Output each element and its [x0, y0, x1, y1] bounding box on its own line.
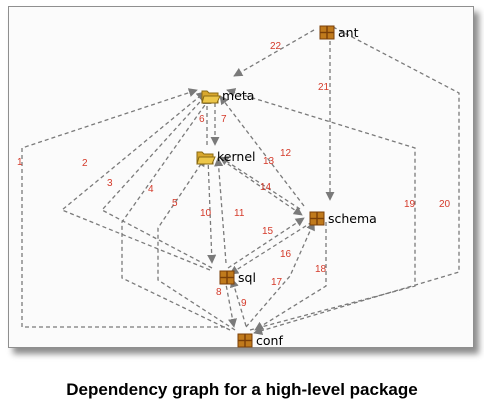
edge-label: 15 [262, 226, 274, 237]
node-label: schema [328, 211, 377, 226]
edge-label: 12 [280, 148, 292, 159]
edge-conf-to-meta [226, 88, 416, 331]
edge-label: 11 [234, 208, 245, 219]
node-label: kernel [217, 149, 256, 164]
edge-sql-to-kernel [214, 157, 227, 264]
edge-label: 16 [280, 249, 292, 260]
edge-ant-to-meta [233, 29, 315, 77]
open-folder-icon [196, 151, 216, 165]
edge-label: 5 [172, 198, 178, 209]
edge-label: 9 [241, 298, 247, 309]
edge-conf-to-meta [121, 94, 231, 331]
edge-label: 13 [263, 156, 275, 167]
package-icon [309, 211, 325, 226]
edge-label: 8 [216, 287, 222, 298]
edge-label: 10 [200, 208, 212, 219]
edge-schema-to-sql [229, 221, 313, 275]
edge-schema-to-meta [219, 95, 305, 207]
edge-label: 4 [148, 184, 154, 195]
node-label: ant [338, 25, 359, 40]
edge-label: 7 [221, 114, 227, 125]
node-kernel[interactable]: kernel [196, 149, 256, 165]
edge-conf-to-sql [229, 278, 247, 327]
edge-label: 1 [17, 157, 23, 168]
edge-sql-to-conf [224, 278, 237, 328]
package-icon [219, 270, 235, 285]
open-folder-icon [201, 90, 221, 104]
edge-schema-to-conf [254, 222, 327, 331]
node-ant[interactable]: ant [319, 25, 359, 40]
edge-label: 3 [107, 178, 113, 189]
edge-kernel-to-sql [207, 157, 217, 264]
edge-label: 2 [82, 158, 88, 169]
node-label: sql [238, 270, 256, 285]
node-label: conf [256, 333, 283, 348]
edge-label: 6 [199, 114, 205, 125]
edge-label: 22 [270, 41, 282, 52]
edge-label: 19 [404, 199, 416, 210]
edge-label: 21 [318, 82, 330, 93]
package-icon [319, 25, 335, 40]
node-meta[interactable]: meta [201, 88, 254, 104]
edge-ant-to-conf [253, 26, 460, 336]
edge-conf-to-kernel [157, 157, 236, 331]
node-sql[interactable]: sql [219, 270, 256, 285]
edge-conf-to-schema [245, 221, 315, 328]
edge-conf-to-meta [21, 88, 225, 328]
node-schema[interactable]: schema [309, 211, 377, 226]
edge-sql-to-schema [227, 217, 305, 269]
edge-label: 14 [260, 182, 272, 193]
edge-schema-to-kernel [219, 156, 301, 210]
node-label: meta [222, 88, 254, 103]
node-conf[interactable]: conf [237, 333, 283, 348]
edge-label: 18 [315, 264, 327, 275]
edge-label: 17 [271, 277, 283, 288]
figure-caption: Dependency graph for a high-level packag… [66, 380, 418, 399]
package-icon [237, 333, 253, 348]
edge-kernel-to-schema [221, 159, 303, 216]
edge-label: 20 [439, 199, 451, 210]
edge-sql-to-meta [60, 91, 211, 271]
